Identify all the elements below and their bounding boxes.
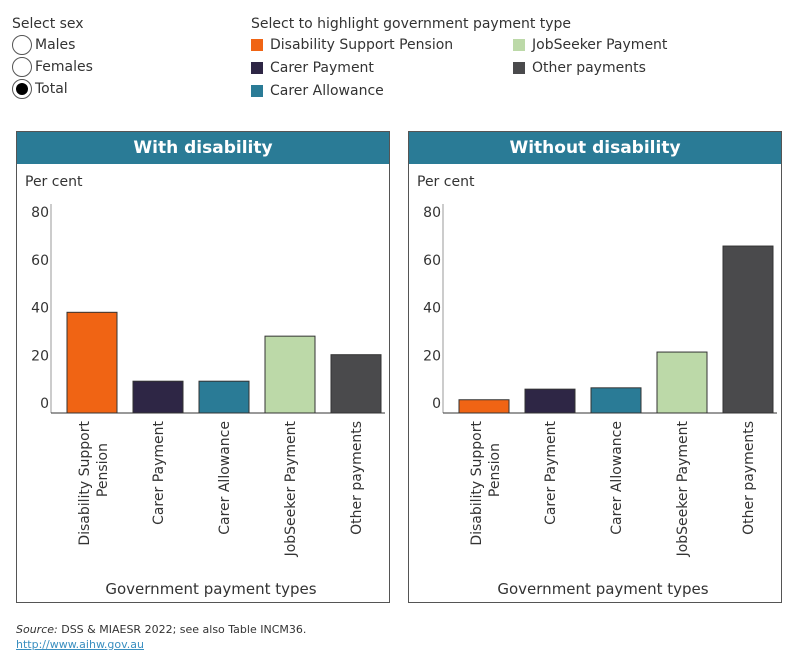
source-label: Source: [16,623,58,636]
bar[interactable] [722,245,774,414]
sex-option-label: Females [35,59,93,75]
bar[interactable] [198,380,250,414]
aihw-link[interactable]: http://www.aihw.gov.au [16,638,145,651]
x-tick-label: JobSeeker Payment [283,420,299,557]
bar[interactable] [656,351,708,414]
panel-with-disability: With disability Per cent 0 20 40 60 80 Disabil… [16,131,390,603]
sex-option-females[interactable]: Females [12,56,93,78]
bar[interactable] [590,387,642,414]
y-tick-label: 20 [31,348,49,364]
legend-swatch [513,38,525,51]
radio-icon[interactable] [12,79,32,99]
legend-swatch [513,61,525,74]
legend-label: JobSeeker Payment [532,36,668,53]
legend-label: Carer Allowance [270,82,384,99]
x-tick-label: Carer Allowance [217,421,233,535]
legend-title: Select to highlight government payment t… [251,16,572,32]
radio-icon[interactable] [12,57,32,77]
panel-without-disability: Without disability Per cent 0 20 40 60 80 Disa… [408,131,782,603]
legend-item[interactable]: Carer Allowance [251,79,513,102]
y-axis-label: Per cent [25,174,83,190]
x-tick-label: Other payments [741,421,757,535]
panel-title: With disability [17,132,389,164]
x-tick-label: Carer Allowance [609,421,625,535]
sex-option-males[interactable]: Males [12,34,93,56]
legend-label: Disability Support Pension [270,36,454,53]
y-tick-label: 40 [423,301,441,317]
bar[interactable] [66,311,118,414]
x-axis-label: Government payment types [497,580,708,598]
legend-label: Other payments [532,59,646,76]
legend-swatch [251,38,263,51]
y-tick-label: 0 [432,396,441,412]
bar[interactable] [458,399,510,414]
y-tick-label: 60 [423,253,441,269]
legend-label: Carer Payment [270,59,374,76]
sex-option-total[interactable]: Total [12,78,93,100]
sex-option-label: Total [35,81,68,97]
y-tick-label: 60 [31,253,49,269]
y-tick-label: 80 [423,205,441,221]
y-axis-label: Per cent [417,174,475,190]
legend-item[interactable]: Disability Support Pension [251,33,513,56]
chart-with-disability: Per cent 0 20 40 60 80 Disability Support Pensi… [25,174,385,598]
x-axis-label: Government payment types [105,580,316,598]
panel-title: Without disability [409,132,781,164]
legend-item[interactable]: JobSeeker Payment [513,33,713,56]
x-tick-label: Carer Payment [151,420,167,524]
sex-filter: Select sex Males Females Total [12,16,93,100]
y-tick-label: 40 [31,301,49,317]
y-tick-label: 0 [40,396,49,412]
x-tick-label: Other payments [349,421,365,535]
legend-item[interactable]: Carer Payment [251,56,513,79]
source-text: DSS & MIAESR 2022; see also Table INCM36… [57,623,307,636]
sex-filter-title: Select sex [12,16,84,32]
legend-swatch [251,84,263,97]
bar[interactable] [132,380,184,414]
source-note: Source: DSS & MIAESR 2022; see also Tabl… [16,623,306,636]
chart-without-disability: Per cent 0 20 40 60 80 Disability Support Pensi… [417,174,777,598]
legend-item[interactable]: Other payments [513,56,713,79]
x-tick-label: Carer Payment [543,420,559,524]
legend-swatch [251,61,263,74]
legend: Select to highlight government payment t… [251,16,713,102]
bar[interactable] [330,354,382,414]
x-tick-label: Disability Support Pension [469,420,503,545]
x-tick-label: Disability Support Pension [77,420,111,545]
y-tick-label: 80 [31,205,49,221]
bar[interactable] [264,335,316,414]
sex-option-label: Males [35,37,76,53]
y-tick-label: 20 [423,348,441,364]
radio-icon[interactable] [12,35,32,55]
x-tick-label: JobSeeker Payment [675,420,691,557]
bar[interactable] [524,388,576,414]
